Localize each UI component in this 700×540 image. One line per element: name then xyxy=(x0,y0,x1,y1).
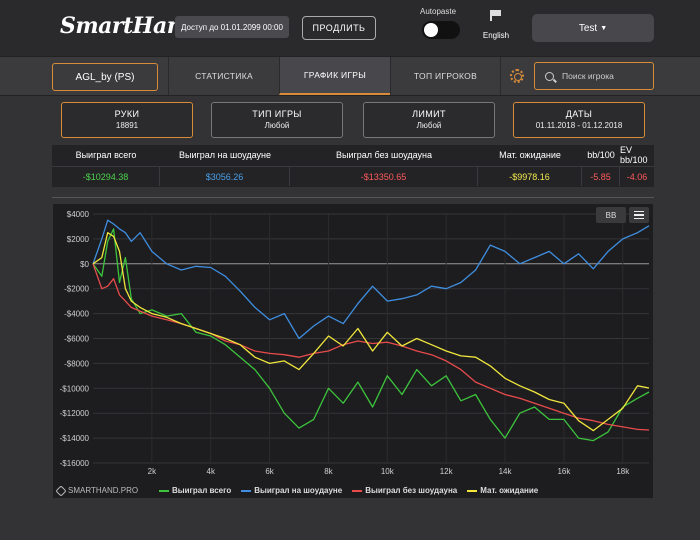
y-tick-label: -$2000 xyxy=(64,285,89,294)
legend-label: Выиграл без шоудауна xyxy=(365,486,458,495)
y-tick-label: -$10000 xyxy=(60,384,90,393)
value-won-no-showdown: -$13350.65 xyxy=(290,167,478,186)
stats-header-row: Выиграл всего Выиграл на шоудауне Выигра… xyxy=(52,145,654,165)
filter-value: Любой xyxy=(264,121,290,130)
x-tick-label: 16k xyxy=(557,467,571,476)
toggle-knob xyxy=(424,23,438,37)
user-label: Test xyxy=(578,22,598,34)
y-tick-label: -$6000 xyxy=(64,335,89,344)
gear-icon[interactable] xyxy=(510,69,524,83)
header-total-won: Выиграл всего xyxy=(75,150,137,160)
header-won-no-showdown: Выиграл без шоудауна xyxy=(336,150,432,160)
legend-label: Выиграл на шоудауне xyxy=(254,486,343,495)
smarthand-mark-icon xyxy=(55,484,67,497)
x-tick-label: 18k xyxy=(616,467,630,476)
legend-item-expectation[interactable]: Мат. ожидание xyxy=(467,486,538,495)
filter-value: 01.11.2018 - 01.12.2018 xyxy=(535,121,623,130)
legend-label: Выиграл всего xyxy=(172,486,232,495)
series-line-total-won xyxy=(92,228,650,442)
filter-hands[interactable]: РУКИ 18891 xyxy=(61,102,193,138)
autopaste-label: Autopaste xyxy=(420,7,457,16)
access-until-badge: Доступ до 01.01.2099 00:00 xyxy=(175,16,289,38)
flag-icon xyxy=(490,10,502,21)
divider xyxy=(52,197,654,198)
legend-swatch xyxy=(241,489,252,492)
chart-legend: Выиграл всего Выиграл на шоудауне Выигра… xyxy=(159,486,548,495)
user-menu-button[interactable]: Test ▼ xyxy=(532,14,654,42)
x-tick-label: 4k xyxy=(207,467,216,476)
legend-label: Мат. ожидание xyxy=(480,486,539,495)
player-selector[interactable]: AGL_by (PS) xyxy=(52,63,158,91)
top-header: SmartHand Доступ до 01.01.2099 00:00 ПРО… xyxy=(0,0,700,56)
filter-value: 18891 xyxy=(115,121,139,130)
extend-button[interactable]: ПРОДЛИТЬ xyxy=(302,16,376,40)
legend-item-no-showdown[interactable]: Выиграл без шоудауна xyxy=(352,486,457,495)
bb-toggle-button[interactable]: BB xyxy=(596,207,626,223)
x-tick-label: 8k xyxy=(324,467,333,476)
filter-title: ТИП ИГРЫ xyxy=(252,109,302,119)
value-bb100: -5.85 xyxy=(582,167,620,186)
tab-game-chart[interactable]: ГРАФИК ИГРЫ xyxy=(279,57,390,95)
legend-swatch xyxy=(352,489,363,492)
y-tick-label: -$8000 xyxy=(64,359,89,368)
x-tick-label: 14k xyxy=(499,467,513,476)
y-tick-label: -$14000 xyxy=(60,434,90,443)
y-tick-label: -$12000 xyxy=(60,409,90,418)
smarthand-logo[interactable]: SmartHand xyxy=(60,13,198,39)
chart-menu-button[interactable] xyxy=(629,207,649,223)
filter-title: ДАТЫ xyxy=(565,109,593,119)
game-chart: $4000 $2000 $0 -$2000 -$4000 -$6000 -$8000 -$10… xyxy=(52,203,654,499)
search-icon xyxy=(545,71,554,81)
autopaste-toggle[interactable] xyxy=(422,21,460,39)
value-won-showdown: $3056.26 xyxy=(160,167,290,186)
filter-game-type[interactable]: ТИП ИГРЫ Любой xyxy=(211,102,343,138)
tab-top-players[interactable]: ТОП ИГРОКОВ xyxy=(390,57,501,95)
language-selector[interactable]: English xyxy=(478,10,514,43)
legend-item-total[interactable]: Выиграл всего xyxy=(159,486,231,495)
y-tick-label: -$4000 xyxy=(64,310,89,319)
filter-dates[interactable]: ДАТЫ 01.11.2018 - 01.12.2018 xyxy=(513,102,645,138)
series-line-expectation xyxy=(92,232,650,432)
chart-plot: $4000 $2000 $0 -$2000 -$4000 -$6000 -$8000 -$10… xyxy=(60,210,650,476)
filter-limit[interactable]: ЛИМИТ Любой xyxy=(363,102,495,138)
filter-title: ЛИМИТ xyxy=(412,109,446,119)
series-line-won-showdown xyxy=(92,219,650,340)
y-tick-label: $0 xyxy=(80,260,89,269)
value-total-won: -$10294.38 xyxy=(52,167,160,186)
header-ev-bb100: EV bb/100 xyxy=(620,145,648,165)
search-input[interactable] xyxy=(562,71,652,81)
y-tick-label: $2000 xyxy=(67,235,90,244)
tab-statistics[interactable]: СТАТИСТИКА xyxy=(168,57,279,95)
watermark: SMARTHAND.PRO xyxy=(55,484,139,497)
header-expectation: Мат. ожидание xyxy=(499,150,561,160)
main-nav: AGL_by (PS) СТАТИСТИКА ГРАФИК ИГРЫ ТОП И… xyxy=(0,56,700,96)
chevron-down-icon: ▼ xyxy=(600,24,608,32)
x-tick-label: 2k xyxy=(148,467,157,476)
value-ev-bb100: -4.06 xyxy=(626,171,648,182)
player-search[interactable] xyxy=(534,62,654,90)
legend-swatch xyxy=(467,489,478,492)
legend-item-showdown[interactable]: Выиграл на шоудауне xyxy=(241,486,342,495)
stats-value-row: -$10294.38 $3056.26 -$13350.65 -$9978.16… xyxy=(52,166,654,186)
stats-table: Выиграл всего Выиграл на шоудауне Выигра… xyxy=(52,145,654,187)
watermark-text: SMARTHAND.PRO xyxy=(68,486,139,495)
hamburger-menu-icon xyxy=(634,211,644,219)
filter-value: Любой xyxy=(416,121,442,130)
x-tick-label: 10k xyxy=(381,467,395,476)
y-tick-label: $4000 xyxy=(67,210,90,219)
value-expectation: -$9978.16 xyxy=(478,167,582,186)
language-label: English xyxy=(482,31,510,40)
filter-title: РУКИ xyxy=(114,109,140,119)
series-line-won-no-showdown xyxy=(92,263,650,431)
y-tick-label: -$16000 xyxy=(60,459,90,468)
header-won-showdown: Выиграл на шоудауне xyxy=(179,150,271,160)
x-tick-label: 12k xyxy=(440,467,454,476)
header-bb100: bb/100 xyxy=(587,150,615,160)
x-tick-label: 6k xyxy=(265,467,274,476)
legend-swatch xyxy=(159,489,169,492)
